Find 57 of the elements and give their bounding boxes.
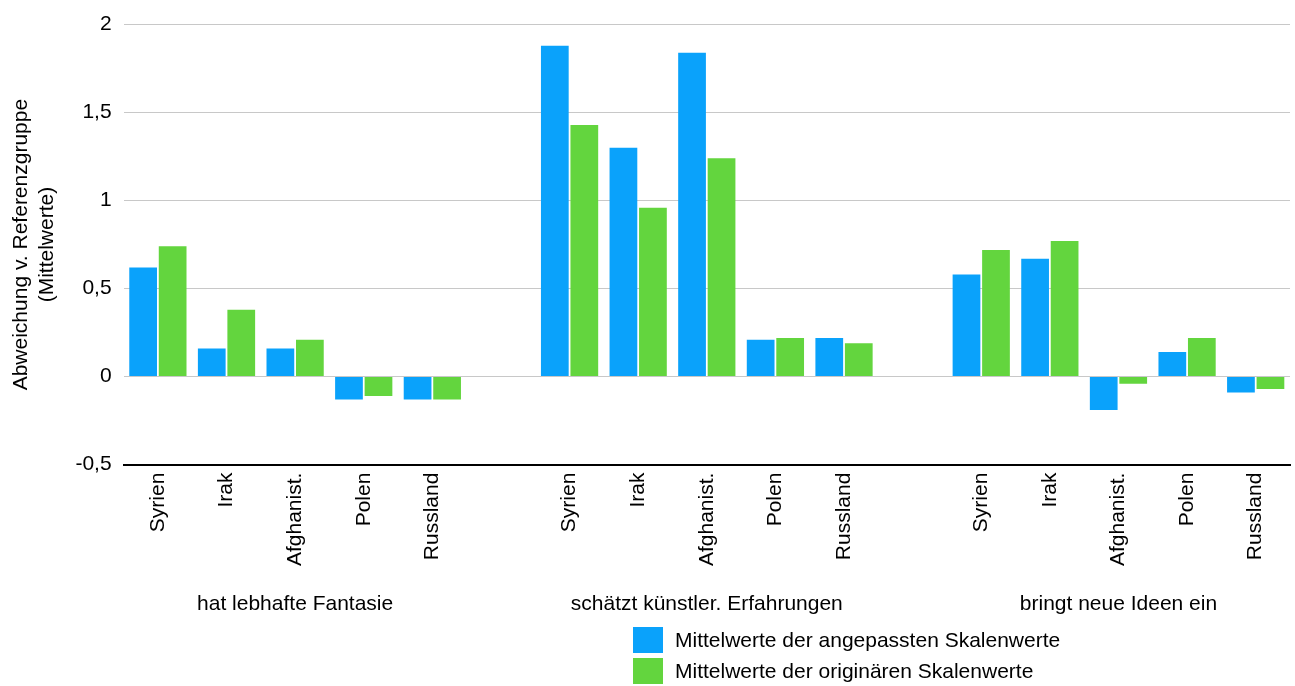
text: bringt neue Ideen ein [1019,590,1218,614]
x-tick-label: Polen [1173,472,1197,527]
x-tick-label: Russland [1242,472,1266,561]
bar [815,337,844,377]
x-tick-label: Russland [419,472,443,561]
bar [707,158,736,377]
x-tick-label: Russland [830,472,854,561]
x-tick-label: Irak [213,472,237,508]
x-tick-label: Afghanist. [281,472,305,567]
bar [570,124,599,377]
x-tick-label: Syrien [144,472,168,533]
bar [1089,377,1118,411]
bar [197,348,226,377]
bar [844,343,873,377]
text: hat lebhafte Fantasie [197,590,394,614]
bar [364,377,393,396]
x-tick-label: Afghanist. [1105,472,1129,567]
legend-label: Mittelwerte der originären Skalenwerte [675,658,1034,683]
bar [1119,377,1148,384]
bar [296,339,324,377]
x-tick-label: Syrien [556,472,580,533]
bar [1021,258,1049,377]
legend-label: Mittelwerte der angepassten Skalenwerte [675,627,1061,652]
bar [609,147,638,377]
y-tick-label: 2 [99,11,112,35]
bar [433,377,461,400]
x-tick-label: Afghanist. [693,472,717,567]
bar [639,207,667,377]
y-tick-label: 1 [99,187,112,211]
y-tick-label: 0,5 [82,275,112,299]
bar [1050,241,1079,377]
bar [403,377,432,400]
bar [266,348,295,377]
y-tick-label: 1,5 [82,99,112,123]
bar [129,267,158,377]
bar [227,309,256,377]
y-tick-label: 0 [99,363,112,387]
bar [1158,351,1187,377]
bar [540,45,569,377]
bar [678,52,706,377]
bar [952,274,981,377]
bar [982,249,1010,377]
bar [746,339,775,377]
y-axis-title: Abweichung v. Referenzgruppe (Mittelwerte) [8,98,57,391]
bar [158,246,187,377]
x-tick-label: Irak [1036,472,1060,508]
bar [1256,377,1285,389]
bar [1227,377,1255,393]
bar [776,337,805,377]
bar [335,377,363,400]
y-tick-label: -0,5 [75,451,112,475]
x-tick-label: Polen [762,472,786,527]
bar [1187,337,1216,377]
text: schätzt künstler. Erfahrungen [570,590,843,614]
x-tick-label: Polen [350,472,374,527]
x-tick-label: Irak [624,472,648,508]
x-tick-label: Syrien [968,472,992,533]
